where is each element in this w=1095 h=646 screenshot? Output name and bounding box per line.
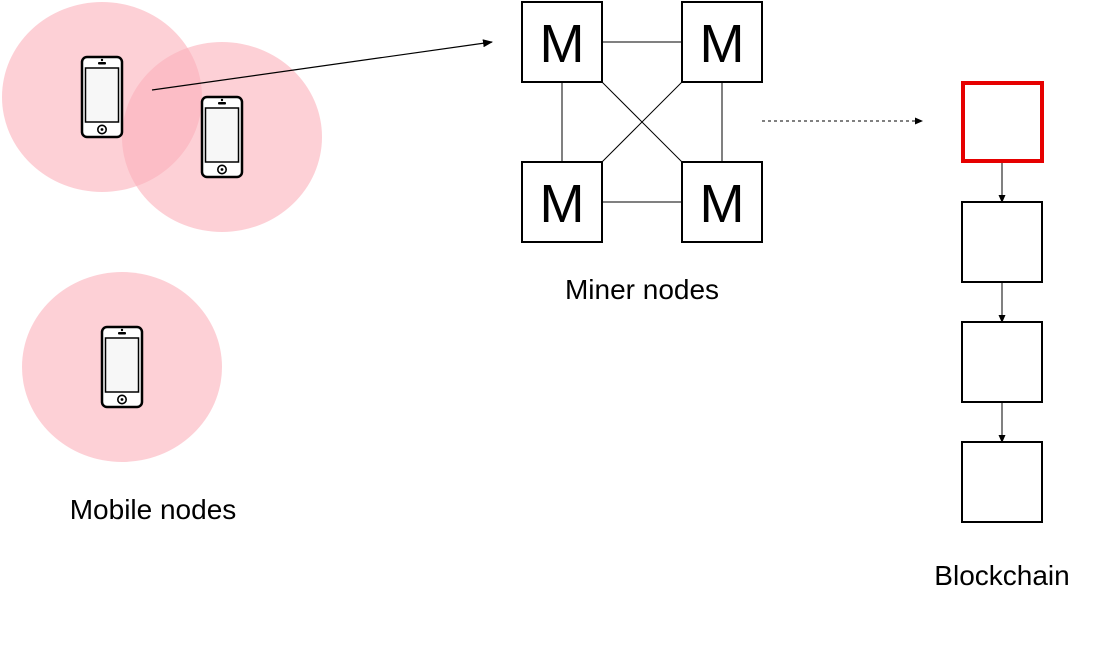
- new-block: [961, 81, 1044, 163]
- smartphone-icon: [80, 55, 124, 139]
- miner-node: M: [521, 1, 603, 83]
- miner-connections: [561, 41, 723, 203]
- miner-nodes-label: Miner nodes: [565, 274, 719, 305]
- miner-link: [601, 81, 683, 163]
- chain-block: [961, 201, 1043, 283]
- miner-node: M: [681, 1, 763, 83]
- miner-nodes-group: M M M M Miner nodes: [521, 1, 763, 305]
- miner-node-label: M: [700, 174, 745, 234]
- miner-node: M: [521, 161, 603, 243]
- miner-node-label: M: [700, 14, 745, 74]
- blockchain-label: Blockchain: [934, 560, 1069, 591]
- smartphone-icon: [200, 95, 244, 179]
- mobile-nodes-group: Mobile nodes: [2, 2, 322, 525]
- transaction-arrow: [151, 39, 493, 91]
- miner-node-label: M: [540, 14, 585, 74]
- miner-node: M: [681, 161, 763, 243]
- chain-block: [961, 441, 1043, 523]
- chain-block: [961, 321, 1043, 403]
- smartphone-icon: [100, 325, 144, 409]
- blockchain-group: Blockchain: [934, 81, 1070, 591]
- mobile-nodes-label: Mobile nodes: [70, 494, 237, 525]
- miner-node-label: M: [540, 174, 585, 234]
